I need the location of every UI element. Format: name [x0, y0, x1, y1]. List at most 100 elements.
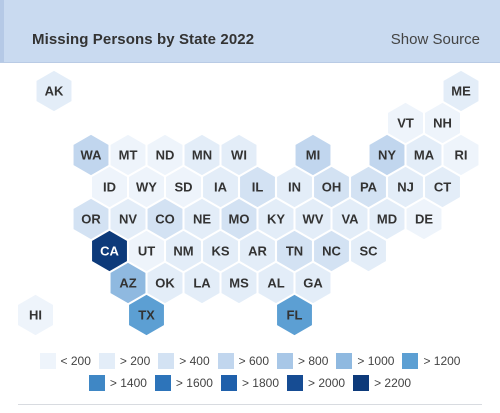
state-label: GA	[303, 276, 323, 291]
show-source-button[interactable]: Show Source	[390, 31, 480, 48]
state-label: MD	[377, 212, 397, 227]
state-hex-nm[interactable]: NM	[164, 229, 203, 273]
chart-title: Missing Persons by State 2022	[32, 31, 255, 48]
state-hex-me[interactable]: ME	[442, 69, 480, 113]
chart-header: Missing Persons by State 2022 Show Sourc…	[0, 0, 500, 63]
state-label: NM	[173, 244, 193, 259]
state-label: PA	[360, 180, 378, 195]
legend-label: > 200	[119, 354, 151, 368]
state-label: LA	[193, 276, 211, 291]
state-hex-shape	[275, 293, 314, 337]
state-label: MI	[306, 148, 320, 163]
state-label: MN	[192, 148, 212, 163]
state-label: OR	[81, 212, 101, 227]
legend-item: > 400	[158, 353, 210, 369]
state-hex-hi[interactable]: HI	[16, 293, 55, 337]
state-hex-ok[interactable]: OK	[146, 261, 184, 305]
state-label: VA	[341, 212, 359, 227]
legend-swatch	[287, 375, 304, 391]
state-hex-ak[interactable]: AK	[35, 69, 73, 113]
legend-label: > 1000	[357, 354, 395, 368]
state-label: IA	[214, 180, 228, 195]
legend-label: > 800	[298, 354, 329, 368]
state-label: FL	[287, 308, 303, 323]
legend-swatch	[158, 353, 175, 369]
state-label: VT	[397, 116, 414, 131]
state-label: HI	[29, 308, 42, 323]
state-label: UT	[138, 244, 155, 259]
state-label: TX	[138, 308, 155, 323]
legend-swatch	[220, 375, 237, 391]
state-hex-shape	[35, 69, 73, 113]
state-hex-ri[interactable]: RI	[442, 133, 480, 177]
state-hex-de[interactable]: DE	[405, 197, 443, 241]
legend-label: > 1200	[423, 354, 461, 368]
legend-item: < 200	[39, 353, 91, 369]
legend-label: > 600	[238, 354, 270, 368]
legend-label: < 200	[60, 354, 91, 368]
legend-swatch	[217, 353, 234, 369]
legend-swatch	[98, 353, 115, 369]
legend-label: > 2000	[308, 376, 346, 390]
state-label: MS	[229, 276, 249, 291]
state-hex-sc[interactable]: SC	[349, 229, 388, 273]
legend-label: > 2200	[374, 376, 412, 390]
state-hex-ga[interactable]: GA	[294, 261, 332, 305]
legend-swatch	[39, 353, 56, 369]
legend-item: > 1800	[220, 375, 280, 391]
state-label: RI	[455, 148, 468, 163]
state-label: MO	[229, 212, 250, 227]
state-label: OK	[155, 276, 175, 291]
state-hex-oh[interactable]: OH	[312, 165, 351, 209]
legend-label: > 1800	[241, 376, 280, 390]
state-label: WV	[303, 212, 324, 227]
legend-swatch	[277, 353, 294, 369]
state-label: TN	[286, 244, 303, 259]
state-hex-wi[interactable]: WI	[220, 133, 258, 177]
state-hex-la[interactable]: LA	[183, 261, 221, 305]
legend-swatch	[88, 375, 105, 391]
state-hex-shape	[127, 293, 166, 337]
state-hex-tx[interactable]: TX	[127, 293, 166, 337]
legend-item: > 800	[277, 353, 328, 369]
state-label: AR	[248, 244, 267, 259]
state-hex-ar[interactable]: AR	[238, 229, 277, 273]
state-label: CT	[434, 180, 451, 195]
legend-item: > 600	[217, 353, 270, 369]
state-label: IL	[252, 180, 264, 195]
state-label: AZ	[119, 276, 136, 291]
state-label: NY	[378, 148, 396, 163]
state-label: CA	[100, 244, 119, 259]
state-hex-al[interactable]: AL	[257, 261, 295, 305]
state-hex-wv[interactable]: WV	[294, 197, 332, 241]
card-edge	[0, 0, 4, 62]
legend-swatch	[154, 375, 171, 391]
legend-item: > 1200	[402, 353, 460, 369]
state-hex-ks[interactable]: KS	[201, 229, 240, 273]
legend-label: > 1600	[175, 376, 213, 390]
state-hex-fl[interactable]: FL	[275, 293, 314, 337]
state-hex-ny[interactable]: NY	[368, 133, 406, 177]
state-label: WI	[231, 148, 247, 163]
state-hex-co[interactable]: CO	[146, 197, 184, 241]
state-label: MA	[414, 148, 435, 163]
state-hex-ms[interactable]: MS	[220, 261, 258, 305]
legend-item: > 2200	[353, 375, 411, 391]
state-label: ND	[156, 148, 175, 163]
legend-item: > 1000	[336, 353, 394, 369]
state-hex-shape	[405, 197, 443, 241]
state-label: NJ	[397, 180, 414, 195]
state-label: AL	[267, 276, 284, 291]
state-label: MT	[119, 148, 138, 163]
state-label: NC	[322, 244, 341, 259]
state-label: OH	[322, 180, 342, 195]
state-label: AK	[45, 84, 64, 99]
state-label: IN	[288, 180, 301, 195]
state-label: NH	[433, 116, 452, 131]
state-label: ME	[451, 84, 471, 99]
legend-label: > 400	[179, 354, 210, 368]
legend-swatch	[402, 353, 419, 369]
state-label: KY	[267, 212, 285, 227]
state-label: WA	[81, 148, 103, 163]
state-label: ID	[103, 180, 116, 195]
